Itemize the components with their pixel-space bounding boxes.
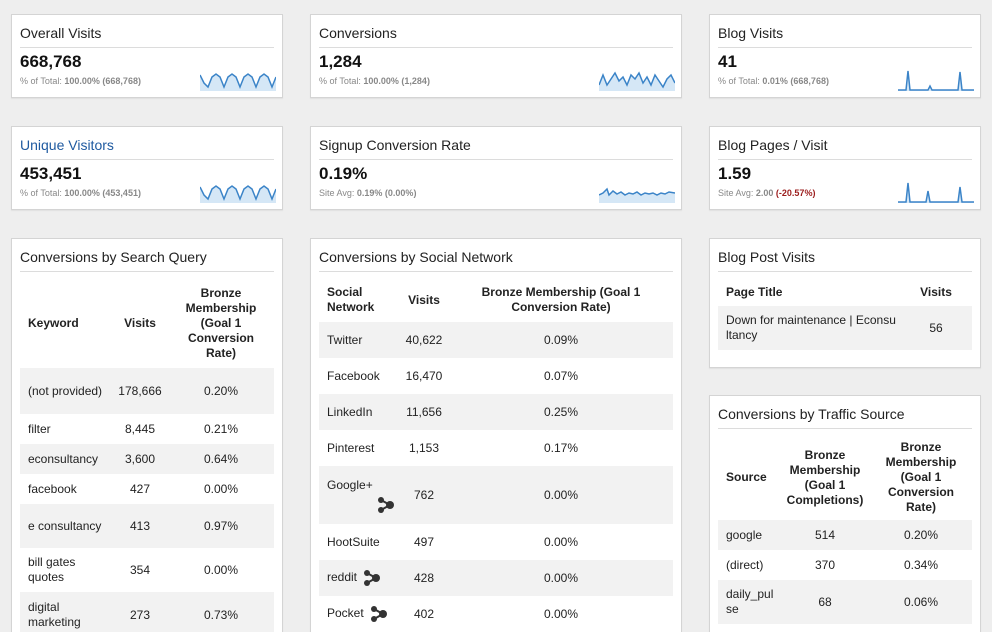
col-header-visits[interactable]: Visits bbox=[408, 292, 440, 307]
sparkline-chart bbox=[898, 70, 974, 91]
metric-value: 1.59 bbox=[718, 164, 752, 183]
col-header-keyword[interactable]: Keyword bbox=[28, 315, 79, 330]
metric-subtext: Site Avg: 2.00 (-20.57%) bbox=[718, 188, 816, 198]
table-row: Down for maintenance | Econsultancy 56 bbox=[718, 306, 972, 350]
table-row: google 514 0.20% bbox=[718, 520, 972, 550]
sparkline-chart bbox=[898, 182, 974, 203]
table-row: (direct) 370 0.34% bbox=[726, 557, 939, 572]
table-row: (not provided) 178,666 0.20% bbox=[20, 368, 274, 414]
col-header-rate[interactable]: Bronze Membership (Goal 1 Conversion Rat… bbox=[885, 440, 957, 514]
table-row: daily_pulse 68 0.06% bbox=[718, 580, 972, 624]
table-row: econsultancy 3,600 0.64% bbox=[20, 444, 274, 474]
table-row: Facebook 16,470 0.07% bbox=[327, 368, 579, 383]
widget-title: Blog Pages / Visit bbox=[718, 127, 972, 160]
sparkline-chart bbox=[200, 73, 276, 91]
widget-blog-post-visits: Blog Post Visits Page Title Visits Down … bbox=[709, 238, 981, 368]
col-header-rate[interactable]: Bronze Membership (Goal 1 Conversion Rat… bbox=[185, 285, 257, 360]
metric-value: 668,768 bbox=[20, 52, 82, 71]
table-row: HootSuite 497 0.00% bbox=[327, 534, 579, 549]
table-row: Google+ 762 0.00% bbox=[319, 466, 673, 524]
widget-title-link[interactable]: Unique Visitors bbox=[20, 127, 274, 160]
metric-subtext: % of Total: 100.00% (1,284) bbox=[319, 76, 430, 86]
table-row: facebook 427 0.00% bbox=[28, 481, 239, 496]
metric-value: 0.19% bbox=[319, 164, 368, 183]
widget-signup-conversion-rate: Signup Conversion Rate 0.19% Site Avg: 0… bbox=[310, 126, 682, 210]
col-header-rate[interactable]: Bronze Membership (Goal 1 Conversion Rat… bbox=[481, 285, 641, 314]
col-header-completions[interactable]: Bronze Membership (Goal 1 Completions) bbox=[786, 447, 864, 507]
widget-blog-visits: Blog Visits 41 % of Total: 0.01% (668,76… bbox=[709, 14, 981, 98]
table-row: LinkedIn 11,656 0.25% bbox=[319, 394, 673, 430]
blog-post-table: Page Title Visits Down for maintenance |… bbox=[718, 278, 972, 350]
col-header-visits[interactable]: Visits bbox=[920, 284, 952, 299]
metric-value: 1,284 bbox=[319, 52, 362, 71]
col-header-visits[interactable]: Visits bbox=[124, 315, 156, 330]
metric-value: 41 bbox=[718, 52, 737, 71]
search-query-table: Keyword Visits Bronze Membership (Goal 1… bbox=[20, 278, 274, 632]
table-row: Pinterest 1,153 0.17% bbox=[327, 440, 579, 455]
table-row: reddit 428 0.00% bbox=[319, 560, 673, 596]
network-cell: Google+ bbox=[319, 466, 399, 524]
widget-title: Conversions bbox=[319, 15, 673, 48]
widget-title: Blog Post Visits bbox=[718, 239, 972, 272]
table-row: Twitter 40,622 0.09% bbox=[319, 322, 673, 358]
widget-title: Conversions by Search Query bbox=[20, 239, 274, 272]
table-row: bill gates quotes 354 0.00% bbox=[28, 555, 239, 584]
widget-blog-pages-per-visit: Blog Pages / Visit 1.59 Site Avg: 2.00 (… bbox=[709, 126, 981, 210]
table-row: e consultancy 413 0.97% bbox=[20, 504, 274, 548]
metric-subtext: % of Total: 100.00% (453,451) bbox=[20, 188, 141, 198]
widget-title: Conversions by Traffic Source bbox=[718, 396, 972, 429]
network-cell: reddit bbox=[319, 560, 399, 596]
col-header-social-network[interactable]: Social Network bbox=[327, 285, 375, 314]
widget-title: Blog Visits bbox=[718, 15, 972, 48]
social-network-table: Social Network Visits Bronze Membership … bbox=[319, 278, 673, 632]
metric-subtext: % of Total: 100.00% (668,768) bbox=[20, 76, 141, 86]
table-row: Pocket 402 0.00% bbox=[319, 596, 673, 632]
widget-conversions: Conversions 1,284 % of Total: 100.00% (1… bbox=[310, 14, 682, 98]
col-header-source[interactable]: Source bbox=[726, 470, 767, 484]
widget-search-query-table: Conversions by Search Query Keyword Visi… bbox=[11, 238, 283, 632]
widget-title: Signup Conversion Rate bbox=[319, 127, 673, 160]
sparkline-chart bbox=[200, 185, 276, 203]
network-cell: Pocket bbox=[319, 596, 399, 632]
metric-subtext: % of Total: 0.01% (668,768) bbox=[718, 76, 829, 86]
share-icon bbox=[364, 570, 381, 586]
share-icon bbox=[378, 496, 394, 513]
share-icon bbox=[370, 606, 387, 622]
widget-title: Overall Visits bbox=[20, 15, 274, 48]
col-header-page-title[interactable]: Page Title bbox=[726, 284, 783, 299]
widget-social-network-table: Conversions by Social Network Social Net… bbox=[310, 238, 682, 632]
widget-overall-visits: Overall Visits 668,768 % of Total: 100.0… bbox=[11, 14, 283, 98]
widget-unique-visitors: Unique Visitors 453,451 % of Total: 100.… bbox=[11, 126, 283, 210]
sparkline-chart bbox=[599, 71, 675, 91]
metric-subtext: Site Avg: 0.19% (0.00%) bbox=[319, 188, 417, 198]
widget-traffic-source-table: Conversions by Traffic Source Source Bro… bbox=[709, 395, 981, 632]
sparkline-chart bbox=[599, 187, 675, 203]
widget-title: Conversions by Social Network bbox=[319, 239, 673, 272]
table-row: digital marketing 273 0.73% bbox=[20, 592, 274, 632]
traffic-source-table: Source Bronze Membership (Goal 1 Complet… bbox=[718, 435, 972, 624]
table-row: filter 8,445 0.21% bbox=[28, 421, 239, 436]
metric-value: 453,451 bbox=[20, 164, 82, 183]
